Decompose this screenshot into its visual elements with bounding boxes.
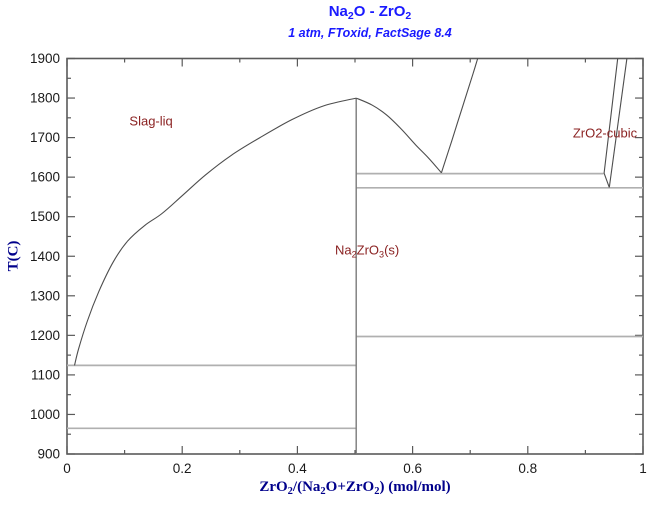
x-tick-label: 0.8 [518, 461, 537, 476]
chart-title: Na2O - ZrO2 [328, 3, 412, 22]
y-tick-label: 900 [37, 447, 60, 462]
series-slag-liquidus-left [73, 97, 357, 366]
x-tick-label: 1 [639, 461, 647, 476]
x-tick-label: 0.2 [173, 461, 192, 476]
x-tick-label: 0 [63, 461, 71, 476]
x-tick-label: 0.6 [403, 461, 422, 476]
series-zro2-cubic-liquidus [440, 58, 479, 173]
series-zro2-cubic-solvus-right [608, 58, 628, 188]
y-tick-label: 1000 [30, 407, 60, 422]
plot-frame [66, 57, 644, 455]
series-zro2-cubic-solvus-left [603, 58, 619, 188]
y-tick-label: 1300 [30, 288, 60, 303]
y-tick-label: 1900 [30, 51, 60, 66]
chart-subtitle: 1 atm, FToxid, FactSage 8.4 [288, 26, 452, 40]
x-tick-label: 0.4 [288, 461, 307, 476]
y-tick-label: 1100 [31, 367, 60, 382]
x-axis-title: ZrO2/(Na2O+ZrO2) (mol/mol) [259, 479, 451, 497]
y-tick-label: 1700 [30, 130, 60, 145]
y-tick-label: 1400 [30, 249, 60, 264]
y-tick-label: 1200 [30, 328, 60, 343]
y-tick-label: 1500 [30, 209, 60, 224]
y-tick-label: 1600 [30, 170, 60, 185]
y-tick-label: 1800 [30, 91, 60, 106]
series-slag-liquidus-right [355, 97, 442, 174]
